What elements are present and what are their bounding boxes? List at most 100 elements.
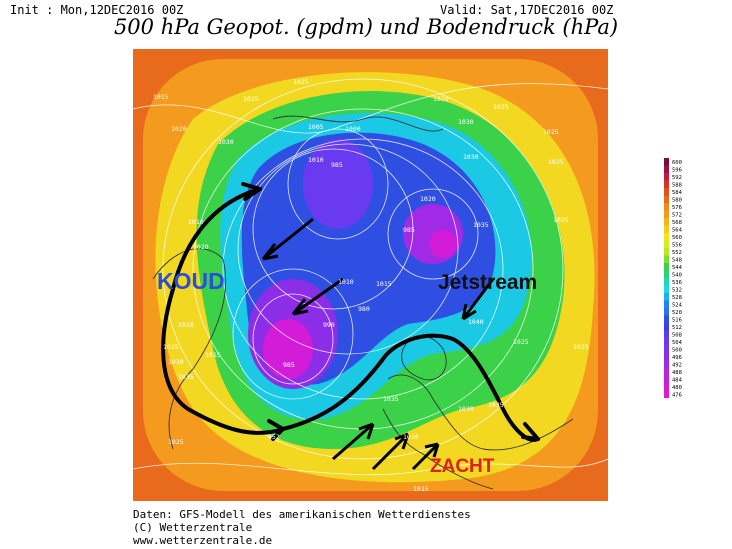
map-title: 500 hPa Geopot. (gpdm) und Bodendruck (h… bbox=[113, 15, 619, 39]
color-swatch bbox=[664, 293, 669, 301]
pressure-label: 1035 bbox=[473, 221, 489, 229]
flow-arrows bbox=[261, 217, 495, 471]
color-tick-label: 600 bbox=[672, 160, 682, 166]
color-swatch bbox=[664, 338, 669, 346]
pressure-label: 1025 bbox=[243, 95, 259, 103]
color-tick-label: 516 bbox=[672, 318, 682, 324]
color-swatch bbox=[664, 165, 669, 173]
color-tick-label: 520 bbox=[672, 310, 682, 316]
color-tick-label: 548 bbox=[672, 258, 682, 264]
color-tick-label: 568 bbox=[672, 220, 682, 226]
color-swatch bbox=[664, 180, 669, 188]
color-tick-label: 524 bbox=[672, 303, 683, 309]
pressure-label: 1010 bbox=[178, 321, 194, 329]
color-tick-label: 572 bbox=[672, 213, 682, 219]
color-tick-label: 484 bbox=[672, 378, 683, 384]
weather-map: 1015 1020 1025 1030 1025 1005 1000 1010 … bbox=[133, 49, 608, 501]
color-swatch bbox=[664, 368, 669, 376]
color-tick-label: 512 bbox=[672, 325, 682, 331]
pressure-label: 985 bbox=[283, 361, 295, 369]
color-tick-label: 528 bbox=[672, 295, 682, 301]
valid-time: Valid: Sat,17DEC2016 00Z bbox=[440, 3, 614, 17]
pressure-label: 1025 bbox=[293, 78, 309, 86]
color-swatch bbox=[664, 345, 669, 353]
color-swatch bbox=[664, 210, 669, 218]
color-swatch bbox=[664, 173, 669, 181]
pressure-label: 1035 bbox=[178, 373, 194, 381]
color-tick-label: 492 bbox=[672, 363, 682, 369]
pressure-label: 1025 bbox=[493, 103, 509, 111]
color-swatch bbox=[664, 308, 669, 316]
color-tick-label: 504 bbox=[672, 340, 683, 346]
color-tick-label: 536 bbox=[672, 280, 682, 286]
color-tick-label: 540 bbox=[672, 273, 682, 279]
pressure-label: 1020 bbox=[193, 243, 209, 251]
color-tick-label: 476 bbox=[672, 393, 682, 399]
color-tick-label: 580 bbox=[672, 198, 682, 204]
jetstream-line bbox=[161, 182, 540, 442]
color-swatch bbox=[664, 285, 669, 293]
pressure-label: 990 bbox=[323, 321, 335, 329]
color-swatch bbox=[664, 218, 669, 226]
pressure-label: 1010 bbox=[308, 156, 324, 164]
low-center-core bbox=[263, 319, 313, 379]
color-swatch bbox=[664, 323, 669, 331]
pressure-label: 1025 bbox=[163, 343, 179, 351]
pressure-label: 1005 bbox=[308, 123, 324, 131]
pressure-label: 1025 bbox=[548, 158, 564, 166]
color-tick-label: 576 bbox=[672, 205, 682, 211]
color-tick-label: 500 bbox=[672, 348, 682, 354]
color-swatch bbox=[664, 240, 669, 248]
low-east-core bbox=[429, 230, 457, 258]
color-tick-label: 584 bbox=[672, 190, 683, 196]
color-swatch bbox=[664, 158, 669, 166]
pressure-label: 1030 bbox=[458, 118, 474, 126]
cold-label: KOUD bbox=[157, 268, 225, 294]
color-swatch bbox=[664, 263, 669, 271]
color-tick-label: 496 bbox=[672, 355, 682, 361]
pressure-label: 1025 bbox=[513, 338, 529, 346]
color-tick-label: 564 bbox=[672, 228, 683, 234]
color-swatch bbox=[664, 353, 669, 361]
footer-source: Daten: GFS-Modell des amerikanischen Wet… bbox=[133, 508, 471, 521]
color-tick-label: 556 bbox=[672, 243, 682, 249]
color-swatch bbox=[664, 203, 669, 211]
color-tick-label: 488 bbox=[672, 370, 682, 376]
pressure-label: 1025 bbox=[543, 128, 559, 136]
pressure-label: 1015 bbox=[153, 93, 169, 101]
pressure-label: 1015 bbox=[205, 351, 221, 359]
mild-label: ZACHT bbox=[430, 456, 495, 477]
color-swatch bbox=[664, 248, 669, 256]
jetstream-label: Jetstream bbox=[438, 271, 538, 294]
color-swatch bbox=[664, 255, 669, 263]
pressure-label: 1025 bbox=[573, 343, 589, 351]
color-tick-label: 592 bbox=[672, 175, 682, 181]
color-tick-label: 596 bbox=[672, 168, 682, 174]
color-swatch bbox=[664, 315, 669, 323]
color-swatch bbox=[664, 360, 669, 368]
color-tick-label: 532 bbox=[672, 288, 682, 294]
pressure-label: 1020 bbox=[433, 95, 449, 103]
init-time: Init : Mon,12DEC2016 00Z bbox=[10, 3, 184, 17]
pressure-label: 1010 bbox=[188, 218, 204, 226]
pressure-label: 1015 bbox=[376, 280, 392, 288]
color-tick-label: 588 bbox=[672, 183, 682, 189]
pressure-label: 1025 bbox=[553, 216, 569, 224]
pressure-label: 1030 bbox=[218, 138, 234, 146]
pressure-label: 1035 bbox=[488, 401, 504, 409]
color-swatch bbox=[664, 300, 669, 308]
low-east bbox=[403, 204, 463, 264]
pressure-label: 1010 bbox=[338, 278, 354, 286]
pressure-label: 1040 bbox=[468, 318, 484, 326]
isobars bbox=[133, 78, 608, 476]
pressure-label: 1035 bbox=[383, 395, 399, 403]
color-swatch bbox=[664, 383, 669, 391]
footer-copyright: (C) Wetterzentrale bbox=[133, 521, 253, 534]
pressure-label: 980 bbox=[358, 305, 370, 313]
footer-url[interactable]: www.wetterzentrale.de bbox=[133, 534, 273, 547]
pressure-label: 1030 bbox=[458, 405, 474, 413]
pressure-label: 985 bbox=[403, 226, 415, 234]
color-tick-label: 508 bbox=[672, 333, 682, 339]
color-swatch bbox=[664, 278, 669, 286]
color-tick-label: 552 bbox=[672, 250, 682, 256]
